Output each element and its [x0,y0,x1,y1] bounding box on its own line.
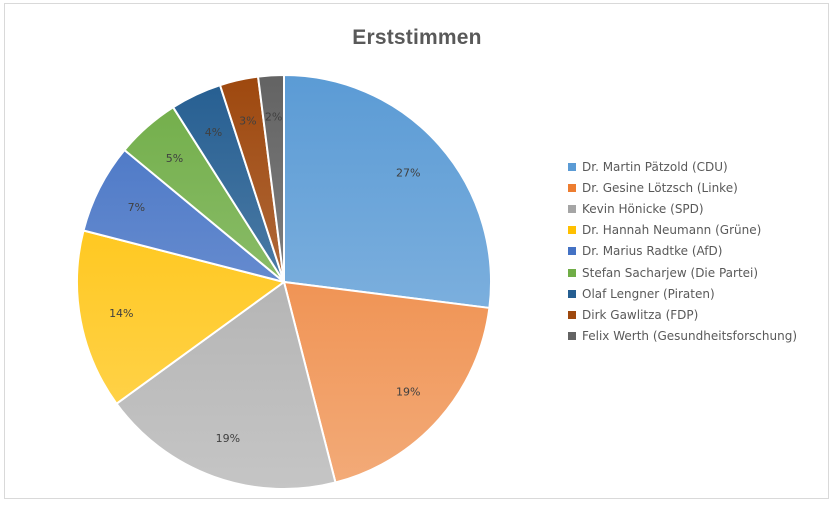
legend-swatch [568,204,576,213]
slice-data-label: 19% [216,432,240,445]
legend-swatch [568,226,576,235]
legend-label: Dr. Martin Pätzold (CDU) [582,159,728,174]
slice-data-label: 4% [205,126,222,139]
pie-slice [256,73,285,283]
legend-label: Stefan Sacharjew (Die Partei) [582,265,759,280]
legend-swatch [568,162,576,171]
slice-data-label: 19% [396,386,420,399]
legend-item: Dr. Gesine Lötzsch (Linke) [568,177,797,198]
pie-slice [76,229,287,406]
pie-slice [283,73,492,310]
legend-item: Felix Werth (Gesundheitsforschung) [568,326,797,347]
legend-swatch [568,332,576,341]
legend-swatch [568,289,576,298]
slice-data-label: 7% [128,201,145,214]
slice-data-label: 5% [166,152,183,165]
legend-item: Stefan Sacharjew (Die Partei) [568,262,797,283]
legend-item: Dr. Martin Pätzold (CDU) [568,156,797,177]
pie-slice [282,280,491,484]
legend-swatch [568,183,576,192]
legend-label: Kevin Hönicke (SPD) [582,201,704,216]
legend-label: Dr. Hannah Neumann (Grüne) [582,223,762,238]
slice-data-label: 3% [239,114,256,127]
legend-label: Dirk Gawlitza (FDP) [582,307,699,322]
legend-swatch [568,268,576,277]
legend-item: Dr. Hannah Neumann (Grüne) [568,220,797,241]
pie-slice [115,280,337,490]
legend-label: Dr. Gesine Lötzsch (Linke) [582,180,738,195]
slice-data-label: 2% [265,111,282,124]
legend-label: Olaf Lengner (Piraten) [582,286,715,301]
chart-title: Erststimmen [352,26,482,49]
legend-item: Kevin Hönicke (SPD) [568,198,797,219]
slice-data-label: 27% [396,167,420,180]
legend-label: Dr. Marius Radtke (AfD) [582,244,723,259]
legend-item: Dr. Marius Radtke (AfD) [568,241,797,262]
slice-data-label: 14% [109,307,133,320]
legend-label: Felix Werth (Gesundheitsforschung) [582,329,798,344]
legend-item: Dirk Gawlitza (FDP) [568,304,797,325]
legend-swatch [568,247,576,256]
chart-legend: Dr. Martin Pätzold (CDU) Dr. Gesine Lötzs… [568,156,797,347]
legend-item: Olaf Lengner (Piraten) [568,283,797,304]
legend-swatch [568,310,576,319]
